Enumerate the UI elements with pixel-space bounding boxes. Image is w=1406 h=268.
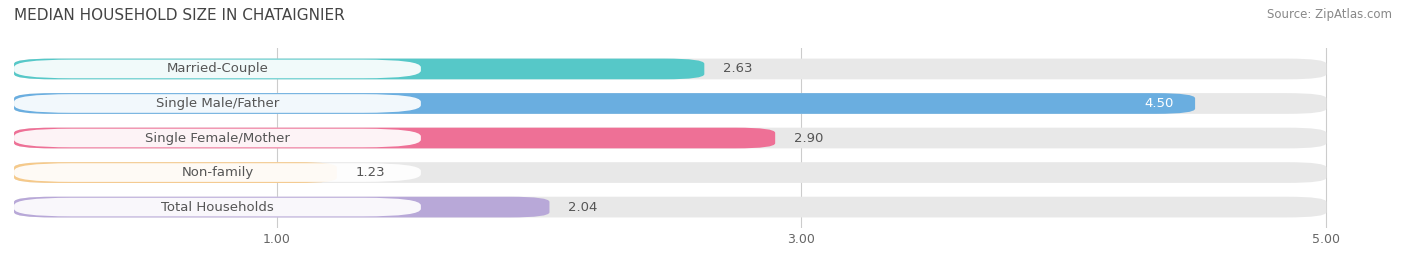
FancyBboxPatch shape [14,197,550,217]
FancyBboxPatch shape [14,59,704,79]
Text: 2.63: 2.63 [723,62,752,76]
FancyBboxPatch shape [14,59,1326,79]
FancyBboxPatch shape [14,162,1326,183]
FancyBboxPatch shape [14,94,420,113]
Text: 1.23: 1.23 [356,166,385,179]
FancyBboxPatch shape [14,128,775,148]
FancyBboxPatch shape [14,93,1195,114]
FancyBboxPatch shape [14,163,420,182]
FancyBboxPatch shape [14,198,420,216]
FancyBboxPatch shape [14,162,337,183]
FancyBboxPatch shape [14,129,420,147]
Text: 2.04: 2.04 [568,200,598,214]
Text: Married-Couple: Married-Couple [166,62,269,76]
FancyBboxPatch shape [14,128,1326,148]
Text: Single Female/Mother: Single Female/Mother [145,132,290,144]
FancyBboxPatch shape [14,60,420,78]
FancyBboxPatch shape [14,93,1326,114]
Text: Source: ZipAtlas.com: Source: ZipAtlas.com [1267,8,1392,21]
Text: Total Households: Total Households [162,200,274,214]
Text: 2.90: 2.90 [793,132,823,144]
Text: Non-family: Non-family [181,166,253,179]
FancyBboxPatch shape [14,197,1326,217]
Text: 4.50: 4.50 [1144,97,1174,110]
Text: Single Male/Father: Single Male/Father [156,97,278,110]
Text: MEDIAN HOUSEHOLD SIZE IN CHATAIGNIER: MEDIAN HOUSEHOLD SIZE IN CHATAIGNIER [14,8,344,23]
